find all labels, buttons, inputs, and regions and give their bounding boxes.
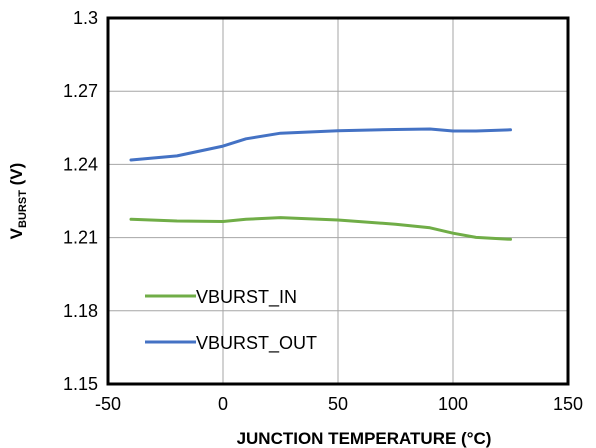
legend: VBURST_IN VBURST_OUT [145,287,317,354]
x-axis-label: JUNCTION TEMPERATURE (°C) [237,429,492,448]
y-axis-label-unit: (V) [7,163,26,190]
plot-frame [106,16,570,386]
y-tick-label: 1.15 [63,374,98,394]
series-lines [129,127,512,241]
x-tick-label: 100 [438,394,468,414]
y-tick-label: 1.27 [63,81,98,101]
x-tick-labels: -50 0 50 100 150 [95,394,583,414]
legend-label: VBURST_IN [196,287,297,308]
y-tick-label: 1.3 [73,8,98,28]
series-line-vburst-in [129,216,512,241]
y-axis-label-subscript: BURST [17,190,29,228]
x-tick-label: -50 [95,394,121,414]
y-tick-label: 1.21 [63,228,98,248]
y-axis-label-main: V [7,227,26,239]
y-tick-label: 1.24 [63,154,98,174]
x-tick-label: 50 [328,394,348,414]
y-tick-label: 1.18 [63,301,98,321]
x-tick-label: 150 [553,394,583,414]
legend-label: VBURST_OUT [196,333,317,354]
y-axis-label: VBURST (V) [7,163,29,240]
series-line-vburst-out [129,127,512,162]
y-tick-labels: 1.15 1.18 1.21 1.24 1.27 1.3 [63,8,98,394]
x-tick-label: 0 [218,394,228,414]
